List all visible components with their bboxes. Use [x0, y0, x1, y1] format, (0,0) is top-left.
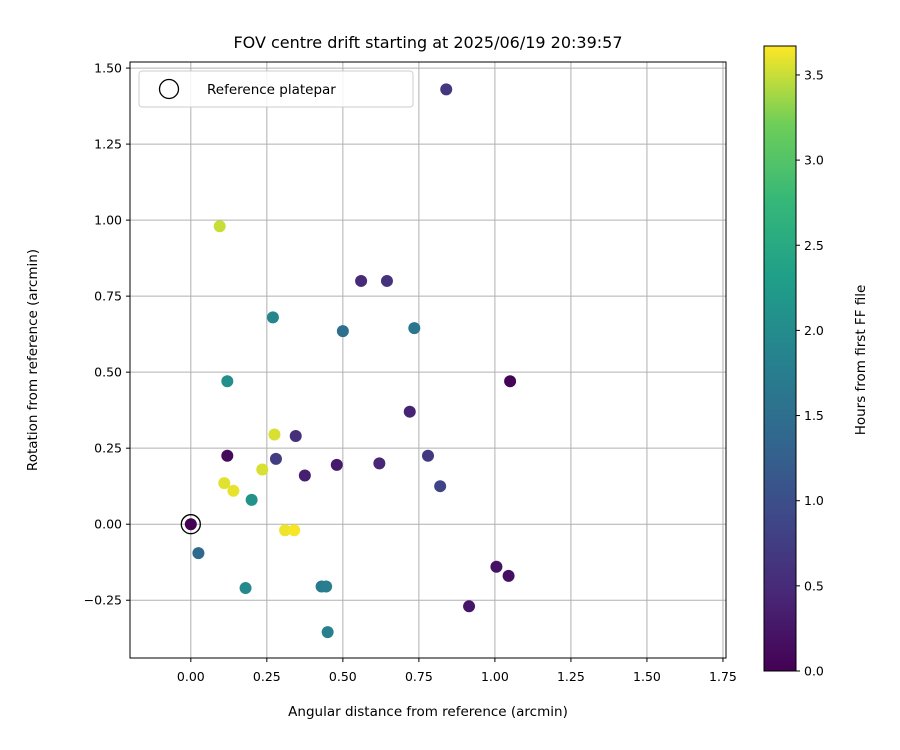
data-point	[408, 322, 421, 335]
data-point	[268, 428, 281, 441]
y-axis-label: Rotation from reference (arcmin)	[25, 249, 41, 471]
data-point	[403, 405, 416, 418]
data-point	[221, 449, 234, 462]
colorbar-tick-label: 2.5	[804, 238, 824, 253]
data-point	[192, 547, 205, 560]
colorbar-tick-label: 1.5	[804, 408, 824, 423]
x-axis-label: Angular distance from reference (arcmin)	[288, 704, 568, 720]
data-point	[221, 375, 234, 388]
data-point	[504, 375, 517, 388]
legend-label: Reference platepar	[207, 82, 336, 98]
colorbar-tick-label: 3.0	[804, 153, 824, 168]
x-axis-ticks: 0.00 0.25 0.50 0.75 1.00 1.25 1.50 1.75	[177, 658, 737, 684]
data-point	[490, 560, 503, 573]
data-point	[355, 274, 368, 287]
data-point	[279, 524, 292, 537]
data-point	[269, 452, 282, 465]
colorbar-tick-label: 0.5	[804, 578, 824, 593]
y-tick-label: −0.25	[84, 593, 122, 608]
x-tick-label: 0.00	[177, 669, 205, 684]
colorbar-label: Hours from first FF file	[853, 285, 869, 436]
data-point	[227, 484, 240, 497]
colorbar-tick-label: 1.0	[804, 493, 824, 508]
x-tick-label: 1.25	[557, 669, 585, 684]
colorbar-ticks: 0.0 0.5 1.0 1.5 2.0 2.5 3.0 3.5	[796, 67, 824, 679]
data-point	[213, 220, 226, 233]
colorbar-tick-label: 2.0	[804, 323, 824, 338]
data-point	[330, 458, 343, 471]
y-tick-label: 0.75	[94, 289, 122, 304]
y-axis-ticks: −0.25 0.00 0.25 0.50 0.75 1.00 1.25 1.50	[84, 61, 130, 608]
data-point	[288, 524, 301, 537]
data-point	[245, 493, 258, 506]
y-tick-label: 1.25	[94, 137, 122, 152]
data-point	[440, 83, 453, 96]
x-tick-label: 1.50	[633, 669, 661, 684]
data-point	[218, 477, 231, 490]
data-point	[422, 449, 434, 462]
data-point	[321, 626, 334, 639]
data-points	[180, 83, 517, 639]
data-point	[320, 580, 333, 593]
data-point	[502, 569, 515, 582]
data-point	[434, 480, 447, 493]
data-point	[298, 469, 311, 482]
chart-title: FOV centre drift starting at 2025/06/19 …	[233, 33, 622, 52]
data-point	[256, 463, 269, 476]
grid-lines	[130, 62, 726, 658]
legend-reference-marker	[158, 78, 180, 100]
x-tick-label: 1.75	[709, 669, 737, 684]
data-point	[239, 582, 252, 595]
data-point	[266, 311, 279, 324]
x-tick-label: 0.75	[405, 669, 433, 684]
y-tick-label: 0.25	[94, 441, 122, 456]
data-point	[380, 274, 393, 287]
data-point	[289, 430, 302, 443]
data-point	[373, 457, 386, 470]
plot-area-frame	[129, 61, 727, 659]
colorbar: 0.0 0.5 1.0 1.5 2.0 2.5 3.0 3.5 Hours from firs…	[763, 45, 869, 679]
y-tick-label: 1.50	[94, 61, 122, 76]
x-tick-label: 0.50	[329, 669, 357, 684]
reference-point-marker	[180, 514, 201, 535]
colorbar-tick-label: 0.0	[804, 664, 824, 679]
data-point	[336, 325, 349, 338]
x-tick-label: 0.25	[253, 669, 281, 684]
colorbar-gradient	[763, 45, 797, 672]
legend-box	[138, 70, 414, 108]
colorbar-tick-label: 3.5	[804, 67, 824, 82]
x-tick-label: 1.00	[481, 669, 509, 684]
y-tick-label: 1.00	[94, 213, 122, 228]
y-tick-label: 0.00	[94, 517, 122, 532]
legend: Reference platepar	[138, 70, 414, 108]
data-point	[463, 600, 476, 613]
data-point	[184, 518, 197, 531]
y-tick-label: 0.50	[94, 365, 122, 380]
